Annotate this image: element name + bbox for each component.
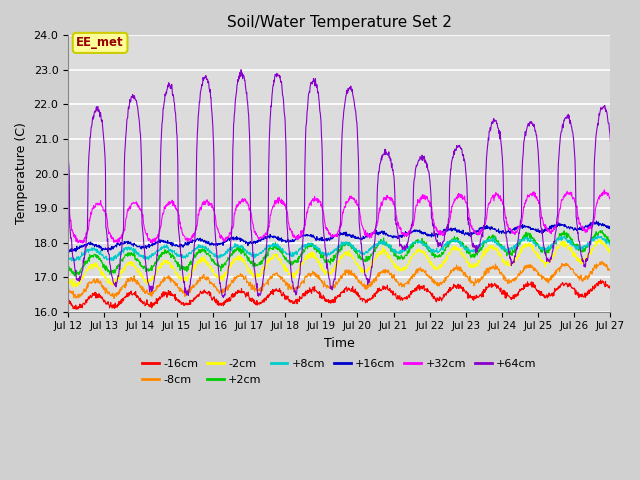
Legend: -16cm, -8cm, -2cm, +2cm, +8cm, +16cm, +32cm, +64cm: -16cm, -8cm, -2cm, +2cm, +8cm, +16cm, +3… (138, 355, 541, 389)
Text: EE_met: EE_met (76, 36, 124, 49)
X-axis label: Time: Time (324, 337, 355, 350)
Title: Soil/Water Temperature Set 2: Soil/Water Temperature Set 2 (227, 15, 452, 30)
Y-axis label: Temperature (C): Temperature (C) (15, 122, 28, 225)
